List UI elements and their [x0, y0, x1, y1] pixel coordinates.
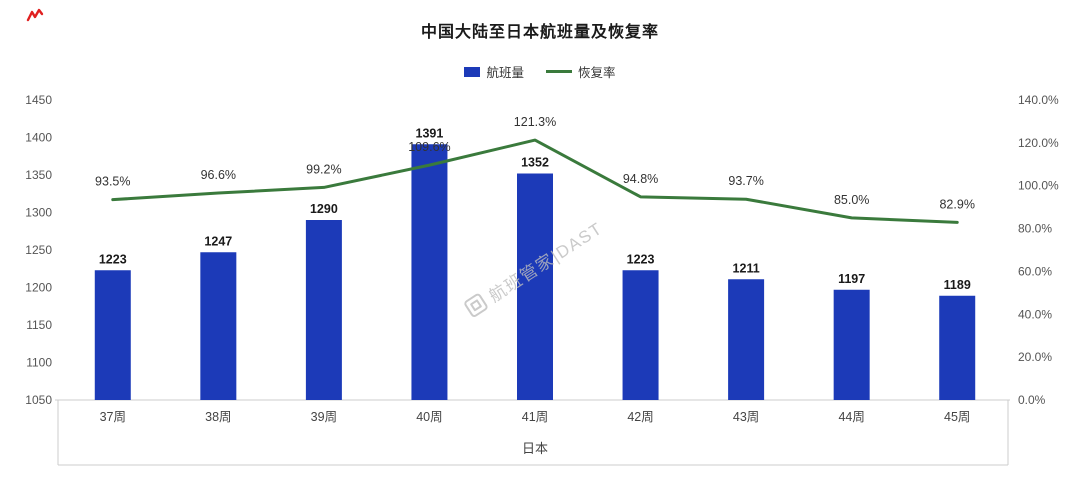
- right-axis-tick: 20.0%: [1018, 350, 1052, 364]
- line-value-label: 93.5%: [95, 175, 130, 189]
- line-series-swatch-icon: [546, 70, 572, 73]
- x-axis-category-label: 39周: [311, 410, 337, 424]
- bar-value-label: 1391: [416, 126, 444, 140]
- left-axis-tick: 1200: [25, 281, 52, 295]
- x-axis-group-label: 日本: [522, 441, 548, 456]
- line-value-label: 96.6%: [201, 168, 236, 182]
- right-axis-tick: 100.0%: [1018, 179, 1059, 193]
- bar-value-label: 1211: [733, 261, 760, 275]
- x-axis-category-label: 43周: [733, 410, 759, 424]
- left-axis-tick: 1350: [25, 168, 52, 182]
- right-axis-tick: 40.0%: [1018, 307, 1052, 321]
- x-axis-category-label: 44周: [838, 410, 864, 424]
- bar-value-label: 1197: [838, 272, 865, 286]
- x-axis-category-label: 37周: [100, 410, 126, 424]
- x-axis-category-label: 45周: [944, 410, 970, 424]
- line-value-label: 109.6%: [408, 140, 450, 154]
- bar-value-label: 1352: [521, 156, 549, 170]
- bar-series-swatch-icon: [464, 66, 481, 77]
- bar: [517, 173, 553, 400]
- x-axis-category-label: 40周: [416, 410, 442, 424]
- bar: [305, 220, 342, 400]
- chart-legend: 航班量 恢复率: [0, 62, 1080, 81]
- bar: [200, 252, 237, 400]
- recovery-rate-line: [111, 138, 959, 224]
- line-value-label: 94.8%: [623, 172, 658, 186]
- bar: [94, 270, 131, 400]
- line-value-label: 99.2%: [306, 162, 341, 176]
- brand-zigzag-icon: [26, 8, 44, 22]
- right-axis-tick: 0.0%: [1018, 393, 1046, 407]
- bar-value-label: 1223: [627, 252, 655, 266]
- legend-label-flight-volume: 航班量: [486, 66, 524, 80]
- line-value-label: 121.3%: [514, 115, 556, 129]
- right-axis-tick: 60.0%: [1018, 264, 1052, 278]
- legend-item-recovery-rate: 恢复率: [546, 62, 616, 81]
- legend-item-flight-volume: 航班量: [464, 62, 524, 81]
- chart-title: 中国大陆至日本航班量及恢复率: [420, 24, 659, 41]
- bar: [622, 270, 659, 400]
- x-axis-category-label: 41周: [522, 410, 548, 424]
- left-axis-tick: 1050: [25, 393, 52, 407]
- left-axis-tick: 1150: [26, 318, 52, 332]
- bar: [728, 279, 765, 400]
- line-value-label: 82.9%: [939, 197, 974, 211]
- line-value-label: 93.7%: [728, 174, 763, 188]
- bar: [411, 144, 448, 400]
- bar-value-label: 1223: [99, 252, 127, 266]
- bar: [939, 295, 976, 400]
- legend-label-recovery-rate: 恢复率: [578, 66, 616, 80]
- bar-value-label: 1247: [204, 234, 232, 248]
- right-axis-tick: 80.0%: [1018, 222, 1052, 236]
- left-axis-tick: 1250: [25, 243, 52, 257]
- left-axis-tick: 1400: [25, 131, 52, 145]
- bar: [833, 289, 870, 400]
- x-axis-category-label: 42周: [627, 410, 653, 424]
- left-axis-tick: 1450: [25, 93, 52, 107]
- right-axis-tick: 120.0%: [1018, 136, 1059, 150]
- combo-chart-canvas: 1450 1400 1350 1300 1250 1200 1150 1100 1050 140.…: [25, 93, 1059, 466]
- line-value-label: 85.0%: [834, 193, 869, 207]
- left-axis-tick: 1100: [26, 356, 52, 370]
- bar-value-label: 1189: [944, 278, 971, 292]
- bar-value-label: 1290: [310, 202, 338, 216]
- brand-logo-icon: [26, 8, 44, 24]
- left-axis-tick: 1300: [25, 206, 52, 220]
- right-axis-tick: 140.0%: [1018, 93, 1059, 107]
- x-axis-category-label: 38周: [205, 410, 231, 424]
